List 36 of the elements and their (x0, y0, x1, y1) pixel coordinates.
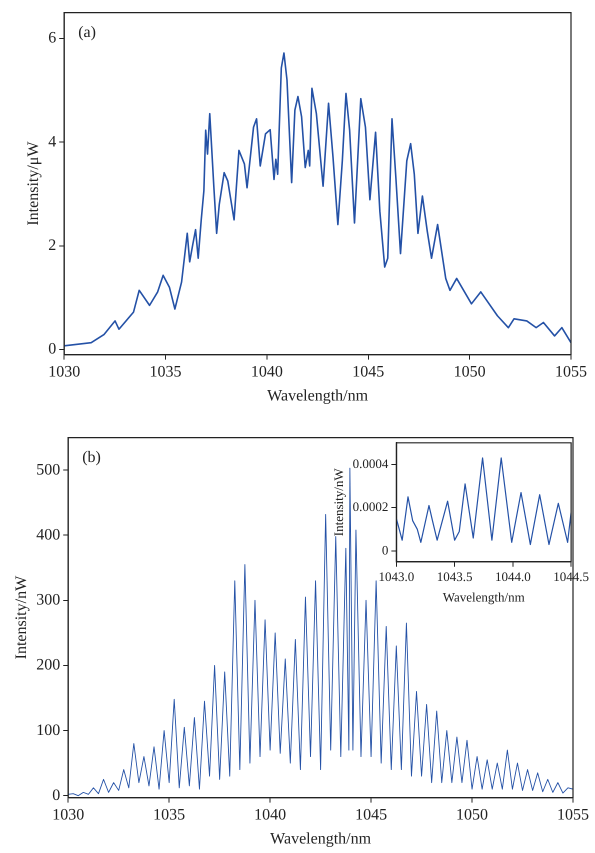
x-tick-label: 1050 (456, 806, 488, 824)
x-tick-label: 1045 (355, 806, 388, 824)
x-axis-title: Wavelength/nm (442, 590, 525, 605)
x-tick-label: 1035 (150, 363, 182, 380)
y-tick-label: 300 (36, 592, 60, 609)
x-tick-label: 1030 (48, 363, 80, 380)
y-tick-label: 0 (382, 542, 388, 558)
y-tick-label: 0.0004 (352, 456, 389, 471)
x-tick-label: 1043.0 (378, 569, 414, 584)
y-tick-label: 6 (48, 30, 56, 47)
x-tick-label: 1044.0 (494, 569, 531, 584)
x-tick-label: 1030 (52, 806, 84, 824)
x-tick-label: 1040 (250, 363, 283, 380)
x-axis-title: Wavelength/nm (270, 830, 372, 848)
x-tick-label: 1045 (352, 363, 384, 380)
y-tick-label: 4 (48, 133, 56, 150)
x-tick-label: 1043.5 (436, 569, 472, 584)
x-tick-label: 1050 (454, 363, 486, 380)
y-axis-title: Intensity/nW (12, 574, 30, 660)
x-tick-label: 1040 (254, 806, 286, 824)
y-tick-label: 100 (36, 722, 60, 739)
x-axis-title: Wavelength/nm (267, 388, 369, 405)
y-tick-label: 200 (36, 656, 60, 674)
y-tick-label: 2 (48, 236, 56, 254)
annotation: (a) (78, 24, 96, 41)
y-axis-title: Intensity/μW (24, 140, 42, 226)
y-tick-label: 0 (52, 786, 60, 804)
x-tick-label: 1055 (555, 363, 587, 380)
x-tick-label: 1035 (153, 806, 186, 824)
y-tick-label: 500 (36, 461, 60, 478)
x-tick-label: 1055 (557, 806, 589, 824)
y-axis-title: Intensity/nW (331, 468, 346, 536)
annotation: (b) (82, 448, 101, 466)
y-tick-label: 0.0002 (352, 499, 388, 514)
y-tick-label: 0 (48, 340, 56, 358)
y-tick-label: 400 (36, 526, 60, 544)
